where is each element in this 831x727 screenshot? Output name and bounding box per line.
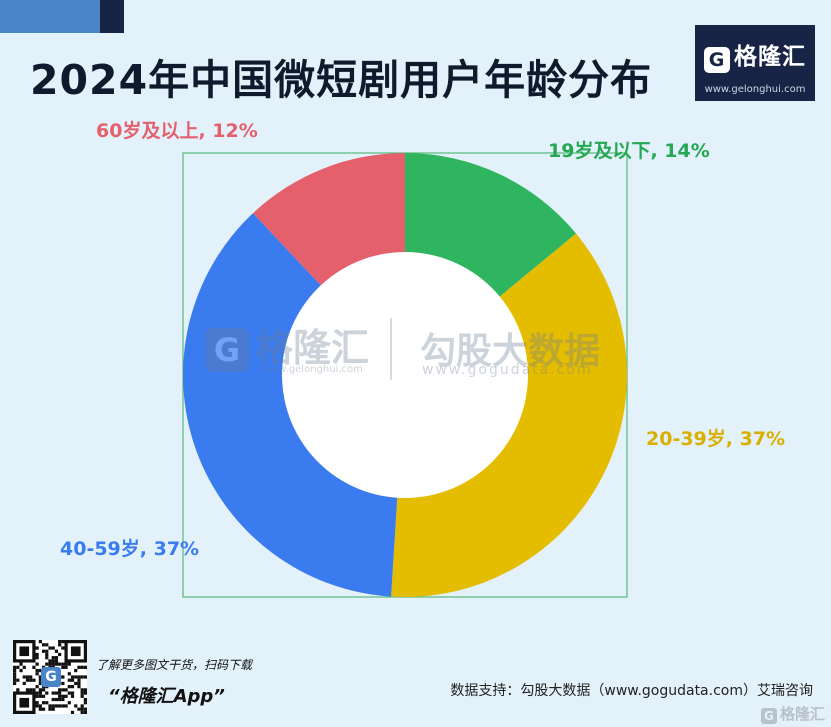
footer-logo-icon: G — [760, 708, 777, 724]
gelonghui-logo-icon: G — [704, 47, 730, 73]
qr-code-icon[interactable]: G — [13, 640, 87, 714]
corner-accent-navy — [100, 0, 124, 33]
slice-label-40-59: 40-59岁, 37% — [60, 537, 199, 560]
watermark-divider — [390, 318, 392, 380]
slice-label-60-and-over: 60岁及以上, 12% — [96, 119, 258, 142]
page-title: 2024年中国微短剧用户年龄分布 — [30, 56, 653, 104]
watermark-logo-icon: G — [205, 328, 249, 372]
brand-name-text: 格隆汇 — [734, 44, 806, 70]
brand-logo[interactable]: G 格隆汇 www.gelonghui.com — [695, 25, 815, 101]
donut-hole — [282, 252, 528, 498]
watermark-gogudata: 勾股大数据 — [420, 331, 601, 372]
footer-logo: G 格隆汇 — [760, 703, 825, 724]
brand-url: www.gelonghui.com — [704, 84, 806, 95]
slice-label-20-39: 20-39岁, 37% — [646, 427, 785, 450]
watermark-name1: 格隆汇 — [255, 326, 370, 370]
footer-logo-text: 格隆汇 — [779, 705, 825, 723]
brand-name: G 格隆汇 — [695, 37, 815, 73]
data-source: 数据支持：勾股大数据（www.gogudata.com）艾瑞咨询 — [450, 683, 813, 699]
slice-label-19-and-under: 19岁及以下, 14% — [548, 139, 710, 162]
promo-text: 了解更多图文干货，扫码下载 — [96, 658, 253, 672]
qr-logo: G — [41, 667, 61, 687]
watermark-url2: www.gogudata.com — [422, 362, 593, 378]
promo-app-name: “格隆汇App” — [108, 686, 225, 707]
corner-accent-blue — [0, 0, 100, 33]
watermark-url1: www.gelonghui.com — [262, 364, 363, 375]
watermark-gelonghui: G 格隆汇 — [205, 317, 369, 372]
